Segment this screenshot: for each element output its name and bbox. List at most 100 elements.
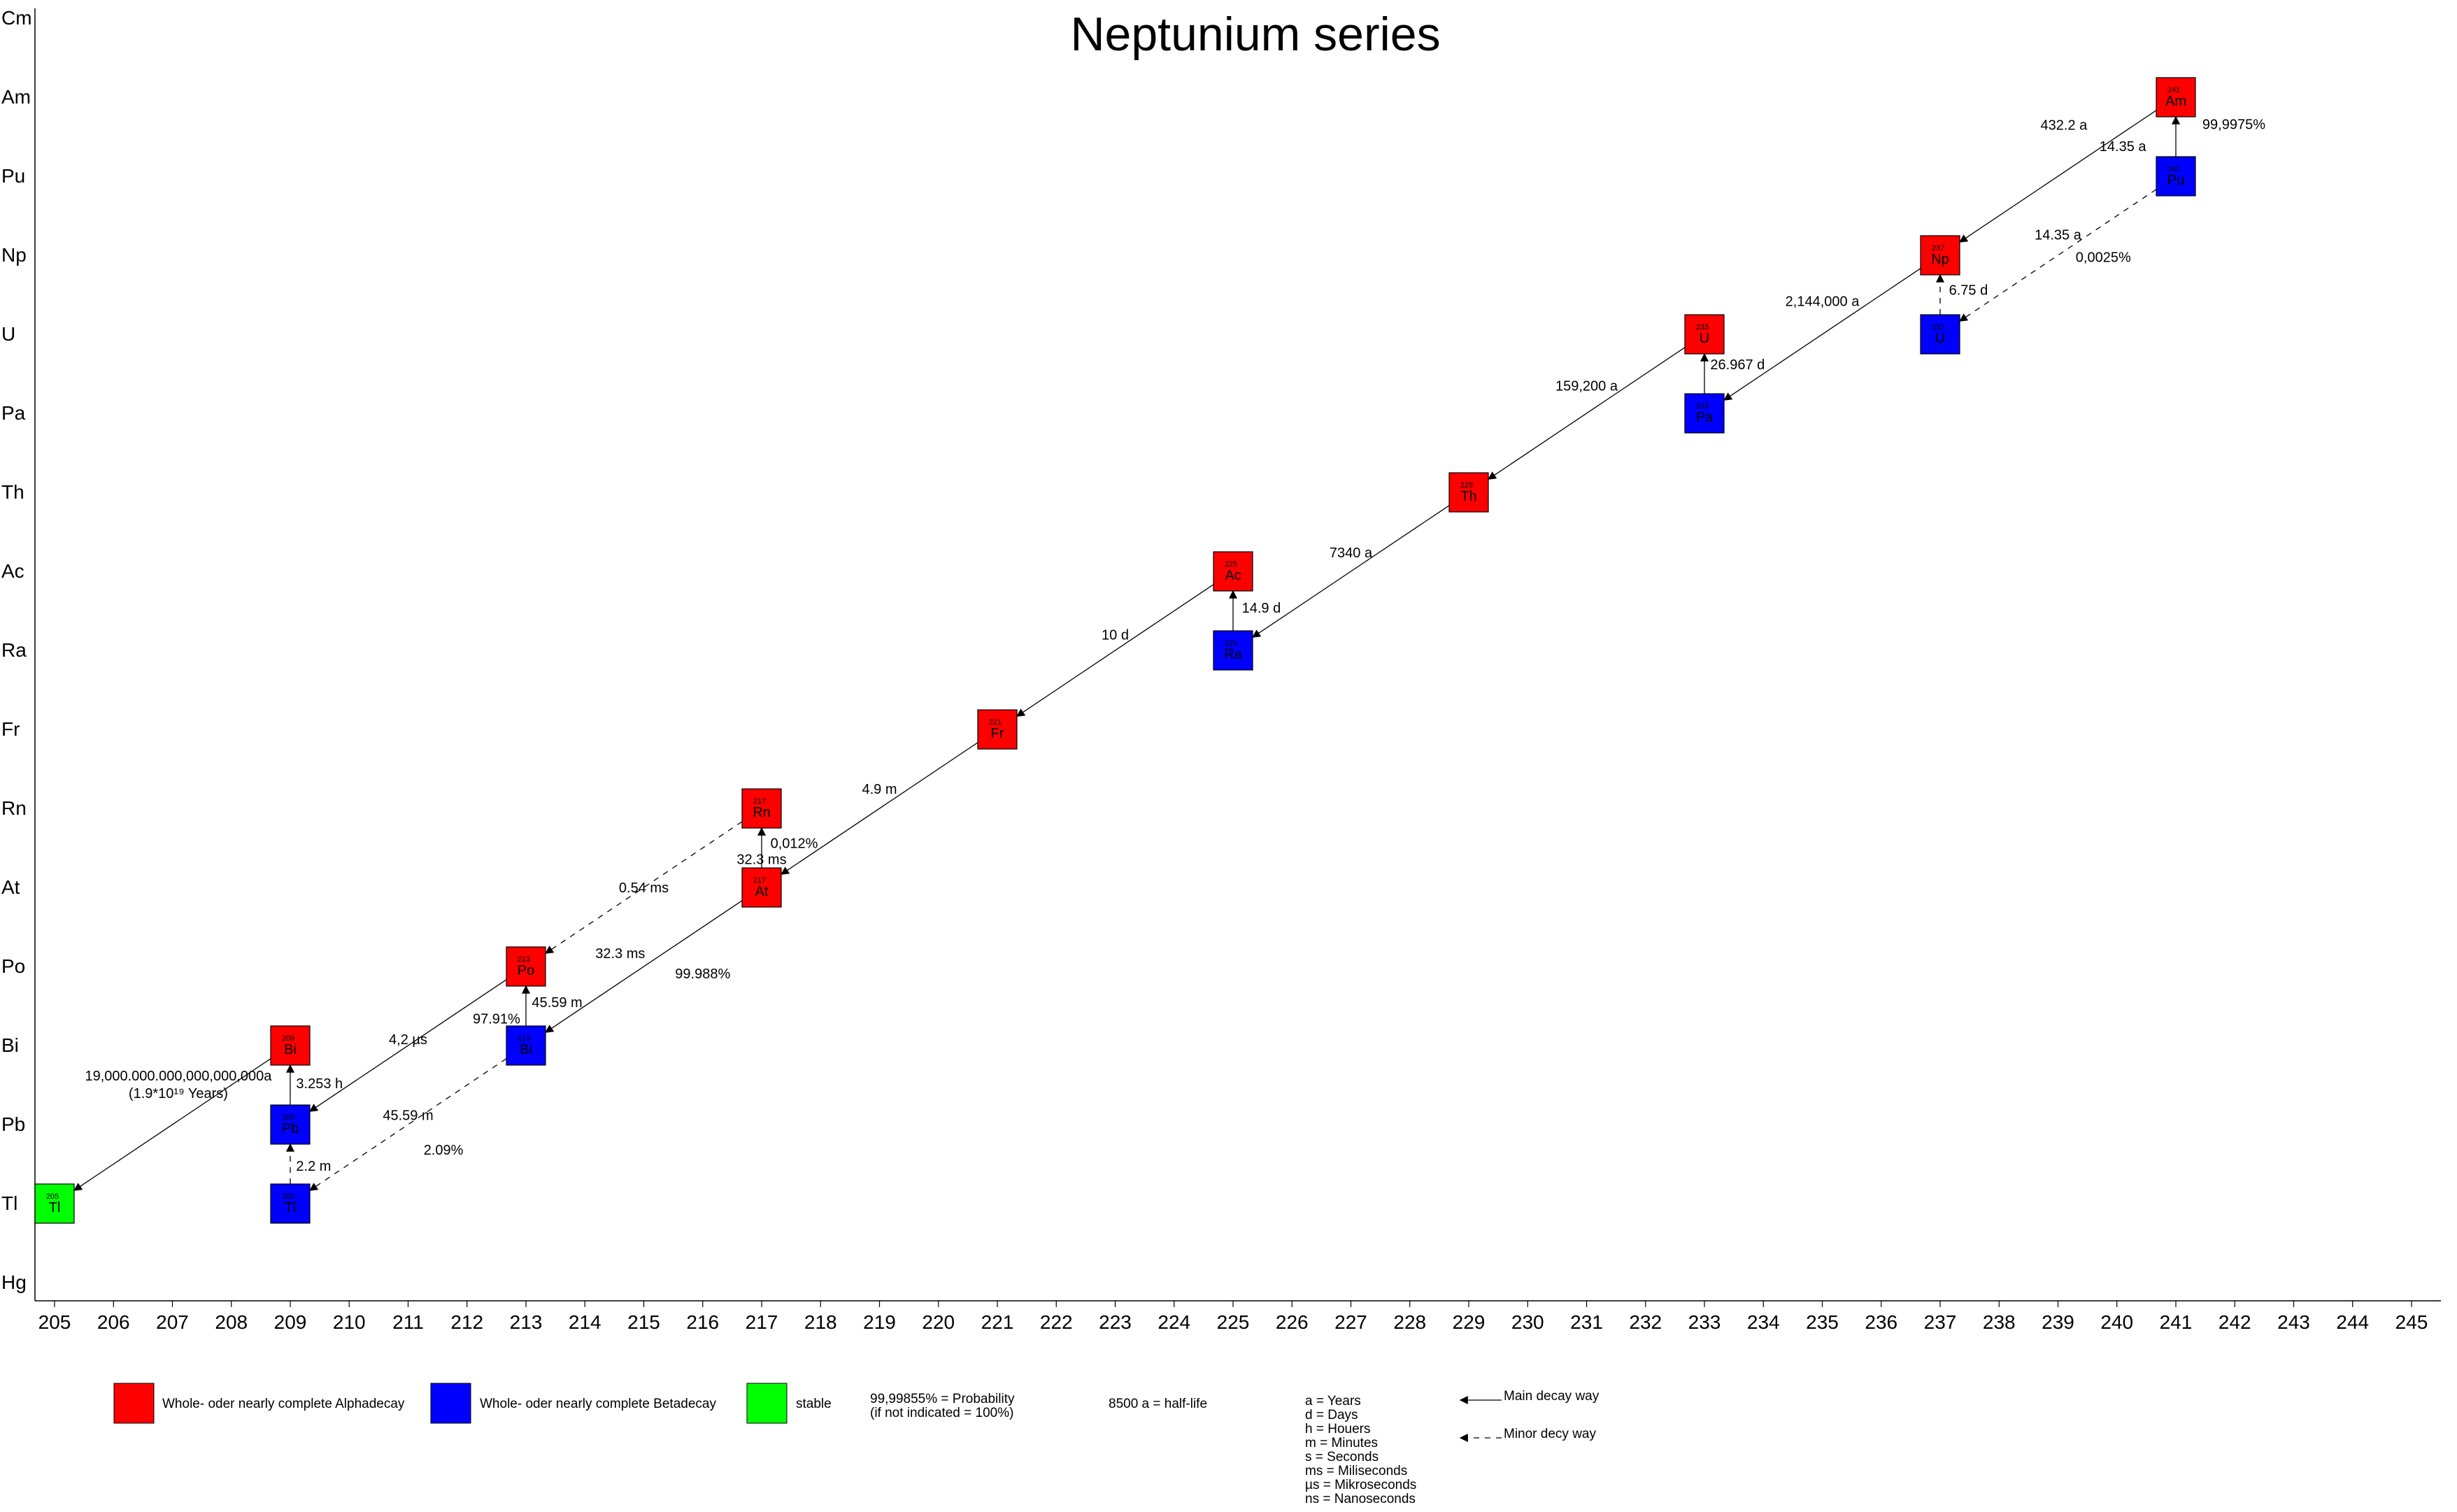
nuclide-mass-label: 217: [753, 876, 766, 885]
nuclide-symbol: Am: [2165, 94, 2186, 109]
y-tick-label: Pu: [1, 165, 25, 187]
x-tick-label: 229: [1453, 1311, 1486, 1333]
nuclide-symbol: Pa: [1696, 410, 1714, 425]
legend-unit-item: ms = Miliseconds: [1305, 1464, 1407, 1478]
legend-unit-item: h = Houers: [1305, 1422, 1370, 1436]
decay-annotation: 2.09%: [424, 1143, 464, 1158]
nuclide-mass-label: 233: [1696, 402, 1709, 411]
nuclide-box: [1684, 393, 1725, 434]
legend: Whole- oder nearly complete Alphadecay W…: [113, 1383, 1600, 1506]
nuclide-symbol: Ra: [1224, 647, 1242, 662]
x-tick-label: 226: [1276, 1311, 1309, 1333]
nuclide-mass-label: 233: [1696, 323, 1709, 331]
x-tick-label: 245: [2395, 1311, 2428, 1333]
nuclide-symbol: Th: [1460, 489, 1476, 504]
x-tick-label: 207: [156, 1311, 189, 1333]
x-tick-label: 240: [2100, 1311, 2133, 1333]
legend-probability-line2: (if not indicated = 100%): [870, 1406, 1013, 1420]
main-decay-arrow: [1016, 584, 1214, 717]
x-tick-label: 244: [2336, 1311, 2369, 1333]
legend-unit-item: d = Days: [1305, 1408, 1358, 1422]
nuclide-symbol: Rn: [753, 805, 771, 820]
nuclide-mass-label: 213: [518, 1034, 530, 1043]
decay-annotation: 7340 a: [1330, 545, 1373, 561]
nuclide-mass-label: 237: [1932, 323, 1944, 331]
legend-halflife: 8500 a = half-life: [1109, 1397, 1207, 1411]
main-decay-arrow: [1723, 268, 1921, 401]
nuclide-symbol: U: [1935, 331, 1945, 346]
decay-annotation: 4,2 µs: [389, 1032, 427, 1048]
x-tick-label: 234: [1747, 1311, 1780, 1333]
x-tick-label: 235: [1806, 1311, 1839, 1333]
x-tick-label: 218: [804, 1311, 837, 1333]
nuclide-box: [1448, 472, 1489, 513]
nuclide-box: [1920, 314, 1960, 355]
decay-annotation: 4.9 m: [862, 782, 897, 797]
nuclide-mass-label: 205: [46, 1192, 59, 1201]
x-tick-label: 214: [569, 1311, 601, 1333]
y-tick-label: Np: [1, 244, 27, 266]
x-tick-label: 231: [1570, 1311, 1603, 1333]
legend-stable-swatch: [746, 1383, 788, 1424]
nuclide-mass-label: 209: [282, 1192, 294, 1201]
nuclide-box: [1684, 314, 1725, 355]
decay-annotation: 0,012%: [771, 836, 818, 852]
x-tick-label: 217: [746, 1311, 778, 1333]
x-tick-label: 209: [274, 1311, 307, 1333]
nuclide-box: [1920, 235, 1960, 276]
x-tick-label: 233: [1688, 1311, 1721, 1333]
x-tick-label: 221: [981, 1311, 1014, 1333]
x-tick-label: 215: [627, 1311, 660, 1333]
x-tick-label: 232: [1629, 1311, 1662, 1333]
decay-annotation: 0.54 ms: [619, 880, 669, 896]
y-tick-label: Ra: [1, 639, 27, 661]
decay-annotation: 19,000.000.000,000,000,000a: [85, 1069, 272, 1084]
nuclide-symbol: U: [1700, 331, 1709, 346]
nuclide-symbol: At: [755, 884, 769, 899]
nuclide-mass-label: 225: [1225, 639, 1237, 648]
nuclide-box: [270, 1104, 311, 1145]
nuclide-mass-label: 241: [2167, 165, 2180, 173]
x-tick-label: 227: [1334, 1311, 1367, 1333]
nuclide-box: [977, 709, 1018, 750]
nuclide-mass-label: 209: [282, 1034, 294, 1043]
x-tick-label: 206: [97, 1311, 130, 1333]
nuclide-mass-label: 213: [518, 955, 530, 964]
nuclide-box: [1213, 551, 1253, 592]
legend-main-way-label: Main decay way: [1504, 1389, 1600, 1404]
nuclide-mass-label: 221: [989, 718, 1002, 727]
decay-annotation: 26.967 d: [1710, 357, 1765, 373]
y-tick-label: Pa: [1, 402, 26, 424]
y-tick-label: Am: [1, 86, 31, 108]
nuclide-box: [34, 1183, 75, 1224]
axes: Hg Tl Pb Bi Po At Rn Fr Ra Ac Th Pa U Np Pu Am Cm 205 206 2…: [1, 7, 2441, 1333]
legend-minor-way-label: Minor decy way: [1504, 1427, 1596, 1441]
nuclide-box: [506, 946, 546, 987]
decay-annotation: 99,9975%: [2202, 117, 2265, 132]
x-tick-label: 210: [333, 1311, 366, 1333]
nuclide-symbol: Pb: [282, 1121, 299, 1136]
x-tick-label: 223: [1099, 1311, 1132, 1333]
main-decay-arrow: [1959, 110, 2157, 243]
x-tick-label: 242: [2219, 1311, 2251, 1333]
legend-unit-item: m = Minutes: [1305, 1436, 1378, 1450]
x-tick-label: 225: [1217, 1311, 1250, 1333]
y-tick-label: At: [1, 876, 20, 898]
decay-annotation: 14.35 a: [2035, 228, 2082, 243]
x-tick-label: 238: [1983, 1311, 2016, 1333]
nuclide-boxes: 241Am241Pu237Np237U233U233Pa229Th225Ac22…: [34, 77, 2196, 1224]
nuclide-box: [741, 788, 782, 829]
nuclide-mass-label: 209: [282, 1113, 294, 1122]
